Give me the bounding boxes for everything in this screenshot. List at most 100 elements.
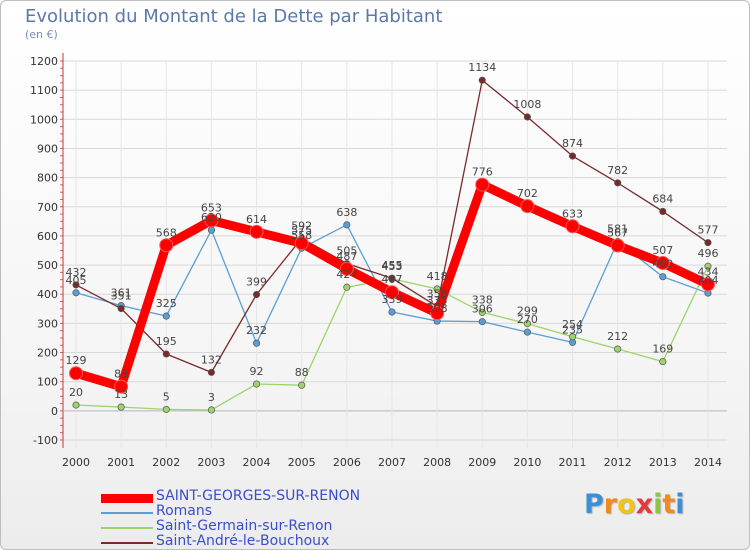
data-label: 212 [607,330,628,343]
data-point [114,379,129,394]
logo-letter: i [653,489,663,520]
data-point [162,312,170,320]
data-point [478,308,486,316]
y-tick-label: 700 [37,201,58,214]
x-tick-label: 2000 [62,456,90,469]
data-label: 653 [201,201,222,214]
legend-label: Saint-Germain-sur-Renon [156,518,333,534]
data-label: 453 [381,260,402,273]
data-label: 405 [66,274,87,287]
data-label: 460 [652,258,673,271]
data-point [659,207,667,215]
data-point [249,224,264,239]
data-label: 505 [336,245,357,258]
data-point [72,289,80,297]
legend-swatch [101,527,153,529]
legend-label: Saint-André-le-Bouchoux [156,533,330,549]
data-label: 399 [246,276,267,289]
x-tick-label: 2007 [378,456,406,469]
data-label: 335 [427,294,448,307]
y-tick-label: 100 [37,376,58,389]
data-point [704,239,712,247]
y-tick-label: 600 [37,230,58,243]
data-point [159,238,174,253]
data-point [659,273,667,281]
x-tick-label: 2010 [513,456,541,469]
data-label: 507 [652,244,673,257]
y-tick-label: 300 [37,317,58,330]
data-label: 339 [381,293,402,306]
data-label: 567 [607,227,628,240]
legend-swatch [101,494,153,503]
y-tick-label: 0 [51,405,58,418]
x-tick-label: 2009 [468,456,496,469]
data-label: 455 [381,259,402,272]
data-point [207,368,215,376]
data-point [704,262,712,270]
legend-swatch [101,542,153,544]
data-label: 614 [246,213,267,226]
data-point [384,285,399,300]
data-label: 404 [697,274,718,287]
logo-letter: x [635,489,654,520]
data-label: 88 [295,366,309,379]
data-label: 351 [111,290,132,303]
data-point [388,274,396,282]
chart-title: Evolution du Montant de la Dette par Hab… [25,6,443,27]
data-label: 633 [562,207,583,220]
data-point [614,345,622,353]
data-point [117,403,125,411]
data-point [162,405,170,413]
data-point [614,179,622,187]
data-point [253,339,261,347]
y-tick-label: 1000 [30,113,58,126]
x-tick-label: 2002 [152,456,180,469]
x-tick-label: 2014 [694,456,722,469]
data-point [294,236,309,251]
data-label: 13 [114,388,128,401]
legend-label: Romans [156,503,213,519]
logo-letter: i [675,489,685,520]
data-label: 235 [562,323,583,336]
data-point [72,401,80,409]
logo-letter: t [662,489,676,520]
data-point [478,76,486,84]
proxiti-logo: Proxiti [584,489,685,520]
x-tick-label: 2008 [423,456,451,469]
x-tick-label: 2011 [559,456,587,469]
data-label: 306 [472,303,493,316]
x-tick-label: 2005 [288,456,316,469]
logo-letter: r [603,489,618,520]
data-label: 132 [201,353,222,366]
data-label: 83 [114,368,128,381]
data-label: 702 [517,187,538,200]
x-tick-label: 2006 [333,456,361,469]
y-tick-label: 900 [37,142,58,155]
data-label: 434 [697,265,718,278]
data-label: 195 [156,335,177,348]
data-label: 5 [163,390,170,403]
data-label: 496 [697,247,718,260]
data-point [700,277,715,292]
data-label: 3 [208,391,215,404]
data-label: 169 [652,343,673,356]
legend-label: SAINT-GEORGES-SUR-RENON [156,488,361,504]
data-label: 358 [427,287,448,300]
data-point [568,333,577,341]
data-label: 684 [652,192,673,205]
data-label: 325 [156,297,177,310]
x-tick-label: 2004 [243,456,271,469]
data-label: 432 [66,266,87,279]
data-point [430,306,445,321]
data-label: 338 [472,293,493,306]
data-point [478,318,486,326]
data-label: 638 [336,206,357,219]
data-point [339,261,354,276]
data-point [568,152,577,160]
data-point [69,366,83,381]
y-tick-label: 1200 [30,55,58,68]
data-point [343,283,351,291]
data-label: 558 [291,229,312,242]
data-point [523,328,531,336]
